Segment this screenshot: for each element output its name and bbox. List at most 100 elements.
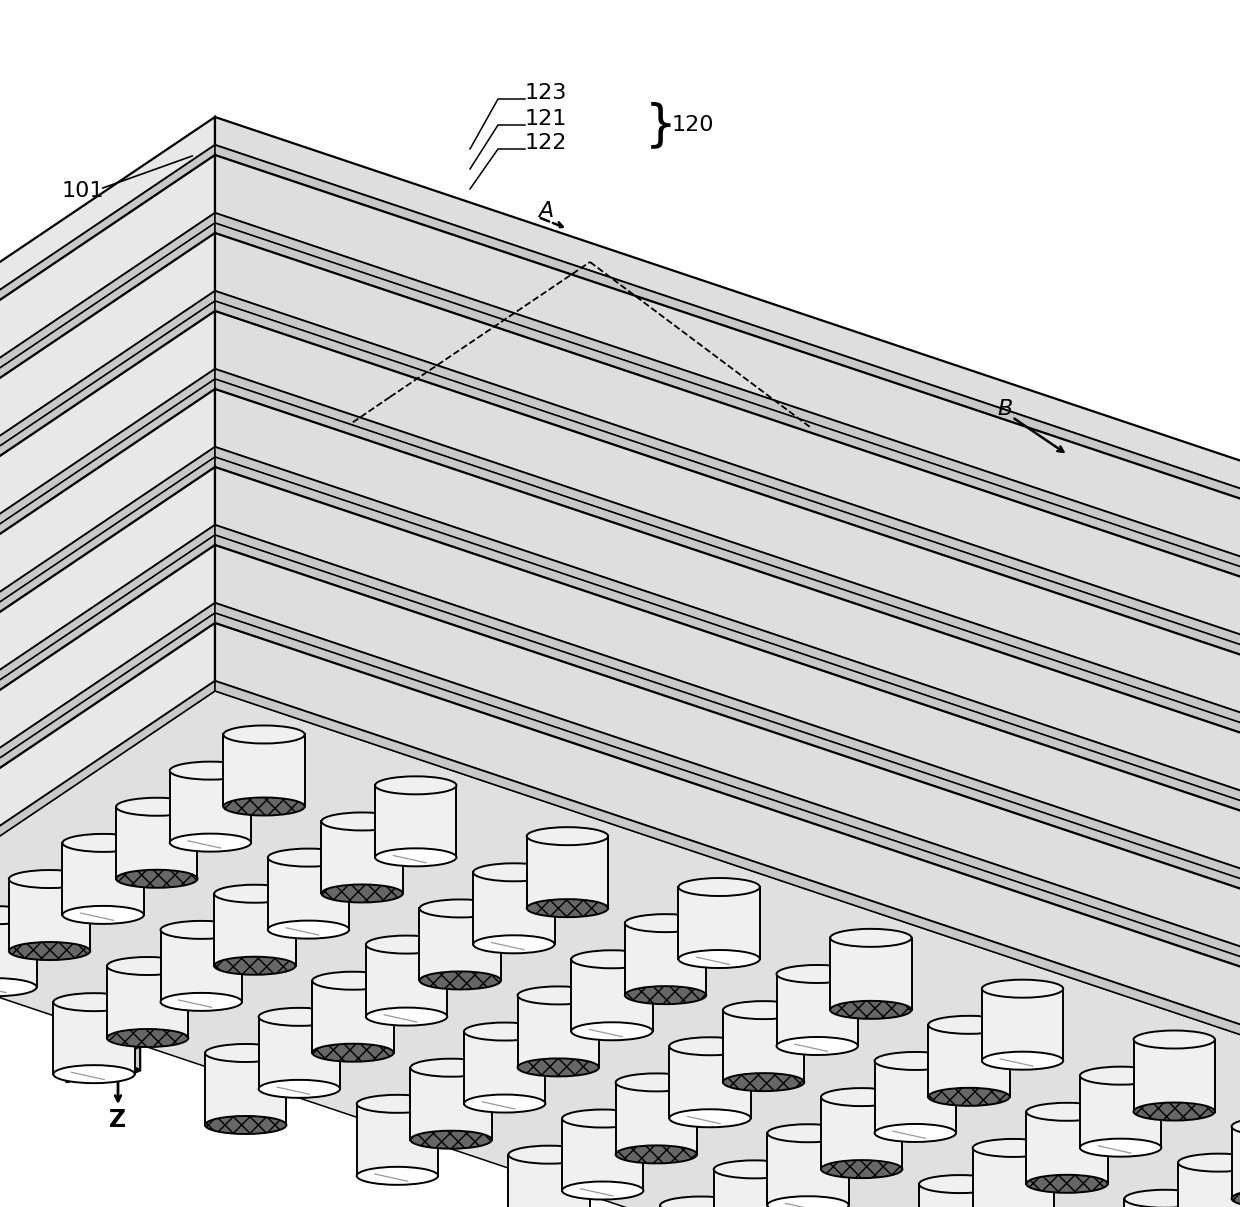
Polygon shape (0, 369, 1240, 1028)
Polygon shape (215, 604, 1240, 1020)
Polygon shape (53, 1002, 135, 1074)
Ellipse shape (117, 798, 197, 816)
Ellipse shape (419, 972, 501, 990)
Ellipse shape (357, 1095, 438, 1113)
Polygon shape (625, 923, 707, 995)
Polygon shape (1231, 1126, 1240, 1199)
Polygon shape (0, 154, 215, 466)
Ellipse shape (53, 993, 135, 1011)
Polygon shape (0, 915, 37, 987)
Polygon shape (0, 389, 215, 700)
Ellipse shape (723, 1073, 805, 1091)
Polygon shape (215, 369, 1240, 786)
Polygon shape (0, 681, 1240, 1207)
Polygon shape (670, 1046, 750, 1118)
Polygon shape (215, 389, 1240, 853)
Polygon shape (215, 379, 1240, 795)
Polygon shape (0, 604, 1240, 1207)
Ellipse shape (366, 1008, 448, 1026)
Text: }: } (645, 101, 677, 148)
Ellipse shape (678, 950, 760, 968)
Polygon shape (0, 389, 1240, 1049)
Text: ...: ... (68, 794, 97, 823)
Polygon shape (1178, 1162, 1240, 1207)
Text: B: B (286, 881, 303, 900)
Polygon shape (223, 735, 305, 806)
Ellipse shape (1231, 1190, 1240, 1207)
Polygon shape (0, 623, 215, 934)
Polygon shape (1125, 1199, 1205, 1207)
Ellipse shape (1080, 1067, 1162, 1085)
Polygon shape (366, 945, 448, 1016)
Ellipse shape (474, 935, 554, 954)
Polygon shape (215, 233, 1240, 698)
Ellipse shape (357, 1167, 438, 1185)
Polygon shape (215, 301, 1240, 718)
Ellipse shape (723, 1001, 805, 1019)
Polygon shape (215, 223, 1240, 640)
Ellipse shape (62, 906, 144, 923)
Text: 120: 120 (672, 115, 714, 135)
Polygon shape (0, 379, 1240, 1039)
Polygon shape (107, 966, 188, 1038)
Ellipse shape (678, 877, 760, 896)
Polygon shape (527, 836, 608, 908)
Polygon shape (0, 613, 215, 876)
Polygon shape (0, 223, 1240, 882)
Ellipse shape (982, 980, 1063, 998)
Ellipse shape (0, 906, 37, 925)
Text: 130: 130 (233, 943, 275, 963)
Ellipse shape (776, 964, 858, 982)
Ellipse shape (410, 1131, 492, 1149)
Polygon shape (215, 291, 1240, 707)
Ellipse shape (160, 921, 242, 939)
Polygon shape (0, 212, 215, 476)
Ellipse shape (215, 885, 295, 903)
Ellipse shape (768, 1124, 848, 1142)
Polygon shape (0, 604, 215, 865)
Polygon shape (0, 457, 215, 719)
Ellipse shape (714, 1160, 795, 1178)
Polygon shape (259, 1016, 340, 1089)
Text: 101: 101 (62, 181, 104, 202)
Ellipse shape (1231, 1118, 1240, 1136)
Polygon shape (0, 525, 1240, 1185)
Polygon shape (660, 1206, 742, 1207)
Ellipse shape (312, 1044, 393, 1062)
Polygon shape (0, 546, 215, 856)
Ellipse shape (972, 1139, 1054, 1158)
Polygon shape (0, 291, 1240, 951)
Polygon shape (215, 467, 1240, 932)
Ellipse shape (572, 1022, 652, 1040)
Ellipse shape (321, 812, 403, 830)
Polygon shape (419, 909, 501, 980)
Polygon shape (215, 613, 1240, 1030)
Ellipse shape (625, 986, 707, 1004)
Polygon shape (0, 525, 215, 788)
Polygon shape (95, 1060, 140, 1081)
Polygon shape (0, 535, 215, 798)
Polygon shape (0, 291, 215, 554)
Ellipse shape (53, 1065, 135, 1083)
Polygon shape (215, 145, 1240, 561)
Polygon shape (0, 467, 215, 779)
Ellipse shape (366, 935, 448, 954)
Text: A: A (538, 202, 553, 221)
Polygon shape (215, 117, 1240, 552)
Polygon shape (768, 1133, 848, 1206)
Ellipse shape (9, 870, 91, 888)
Ellipse shape (821, 1088, 903, 1106)
Ellipse shape (259, 1008, 340, 1026)
Ellipse shape (374, 776, 456, 794)
Polygon shape (215, 546, 1240, 1010)
Polygon shape (517, 996, 599, 1067)
Ellipse shape (474, 863, 554, 881)
Ellipse shape (615, 1073, 697, 1091)
Polygon shape (215, 457, 1240, 874)
Ellipse shape (919, 1176, 1001, 1193)
Polygon shape (474, 873, 554, 944)
Polygon shape (1080, 1075, 1162, 1148)
Polygon shape (615, 1083, 697, 1154)
Polygon shape (215, 311, 1240, 776)
Polygon shape (678, 887, 760, 960)
